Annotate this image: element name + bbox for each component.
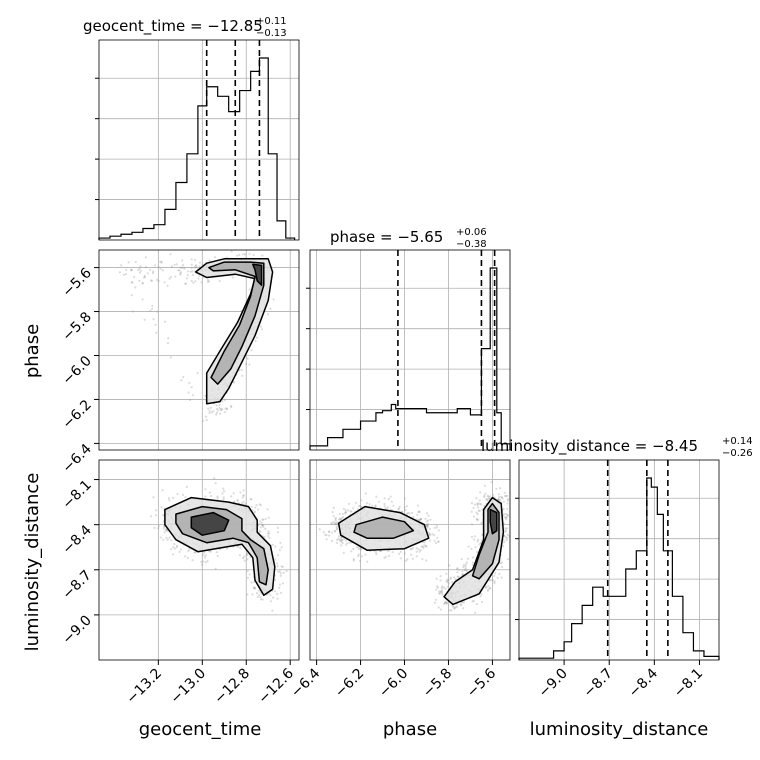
svg-text:luminosity_distance = −8.45: luminosity_distance = −8.45 xyxy=(481,437,698,456)
title-phase-minus: −0.38 xyxy=(456,239,487,250)
xtick-label-phase-0: −6.4 xyxy=(288,665,323,700)
ytick-label-luminosity-distance-3: −8.1 xyxy=(59,477,94,512)
ytick-label-luminosity-distance-1: −8.7 xyxy=(59,567,94,602)
xtick-label-phase-2: −6.0 xyxy=(376,666,411,701)
xlabel-phase: phase xyxy=(383,719,437,740)
title-geocent-time-plus: +0.11 xyxy=(256,16,287,27)
ytick-label-phase-1: −6.2 xyxy=(59,397,94,432)
panel-geocent-time-vs-phase xyxy=(98,249,300,451)
title-luminosity-distance-text: luminosity_distance = −8.45 xyxy=(481,437,698,456)
xtick-label-luminosity-distance-2: −8.4 xyxy=(626,665,661,700)
xtick-label-geocent-time-2: −12.8 xyxy=(211,666,253,708)
contour-phase-vs-luminosity-distance-middle-1 xyxy=(353,516,415,539)
ylabel-phase: phase xyxy=(22,324,43,378)
frame-hist-geocent-time xyxy=(98,39,300,241)
frame-hist-luminosity-distance xyxy=(518,459,720,661)
ylabel-luminosity-distance: luminosity_distance xyxy=(22,473,43,652)
histogram-geocent-time xyxy=(98,57,296,240)
title-luminosity-distance: luminosity_distance = −8.45 +0.14 −0.26 xyxy=(481,436,753,459)
frame-geocent-time-vs-phase xyxy=(98,249,300,451)
panel-geocent-time-vs-luminosity-distance xyxy=(98,459,300,661)
panel-phase-vs-luminosity-distance xyxy=(309,459,511,661)
xtick-label-phase-3: −5.8 xyxy=(420,666,455,701)
panel-hist-geocent-time xyxy=(95,39,300,241)
ytick-label-phase-4: −5.6 xyxy=(59,265,94,300)
title-phase: phase = −5.65 +0.06 −0.38 xyxy=(330,227,487,250)
histogram-luminosity-distance xyxy=(518,477,720,660)
panel-hist-phase xyxy=(306,249,511,451)
histogram-phase xyxy=(309,267,511,450)
panel-hist-luminosity-distance xyxy=(515,459,720,661)
xlabel-geocent-time: geocent_time xyxy=(139,719,262,740)
title-geocent-time: geocent_time = −12.85 +0.11 −0.13 xyxy=(83,16,287,39)
frame-phase-vs-luminosity-distance xyxy=(309,459,511,661)
density-phase-vs-luminosity-distance xyxy=(318,481,510,614)
ytick-label-luminosity-distance-2: −8.4 xyxy=(59,522,94,557)
svg-text:geocent_time = −12.85: geocent_time = −12.85 xyxy=(83,17,263,36)
xtick-label-luminosity-distance-0: −9.0 xyxy=(536,666,571,701)
ytick-label-phase-3: −5.8 xyxy=(59,309,94,344)
xtick-label-geocent-time-0: −13.2 xyxy=(124,666,166,708)
title-geocent-time-text: geocent_time = −12.85 xyxy=(83,17,263,36)
title-phase-text: phase = −5.65 xyxy=(330,228,443,246)
density-geocent-time-vs-phase xyxy=(118,250,275,422)
density-geocent-time-vs-luminosity-distance xyxy=(150,477,288,612)
title-luminosity-distance-plus: +0.14 xyxy=(722,436,753,447)
xtick-label-geocent-time-1: −13.0 xyxy=(167,666,209,708)
frame-geocent-time-vs-luminosity-distance xyxy=(98,459,300,661)
ytick-label-phase-2: −6.0 xyxy=(59,353,94,388)
title-luminosity-distance-minus: −0.26 xyxy=(722,448,753,459)
frame-hist-phase xyxy=(309,249,511,451)
panels: −13.2 −13.0 −12.8 −12.6−6.4 −6.2 −6.0 −5.8 −5.6… xyxy=(59,39,720,708)
title-geocent-time-minus: −0.13 xyxy=(256,28,287,39)
contour-phase-vs-luminosity-distance-inner-4 xyxy=(489,508,498,535)
xtick-label-luminosity-distance-3: −8.1 xyxy=(671,666,706,701)
ytick-label-phase-0: −6.4 xyxy=(59,441,94,476)
contour-geocent-time-vs-luminosity-distance-inner-2 xyxy=(190,511,230,536)
title-phase-plus: +0.06 xyxy=(456,227,487,238)
xlabel-luminosity-distance: luminosity_distance xyxy=(530,719,709,740)
xtick-label-luminosity-distance-1: −8.7 xyxy=(581,666,616,701)
svg-text:phase = −5.65: phase = −5.65 xyxy=(330,228,443,246)
xtick-label-phase-1: −6.2 xyxy=(332,666,367,701)
contour-geocent-time-vs-phase-inner-2 xyxy=(252,263,263,286)
xtick-label-phase-4: −5.6 xyxy=(464,665,499,700)
ytick-label-luminosity-distance-0: −9.0 xyxy=(59,612,94,647)
